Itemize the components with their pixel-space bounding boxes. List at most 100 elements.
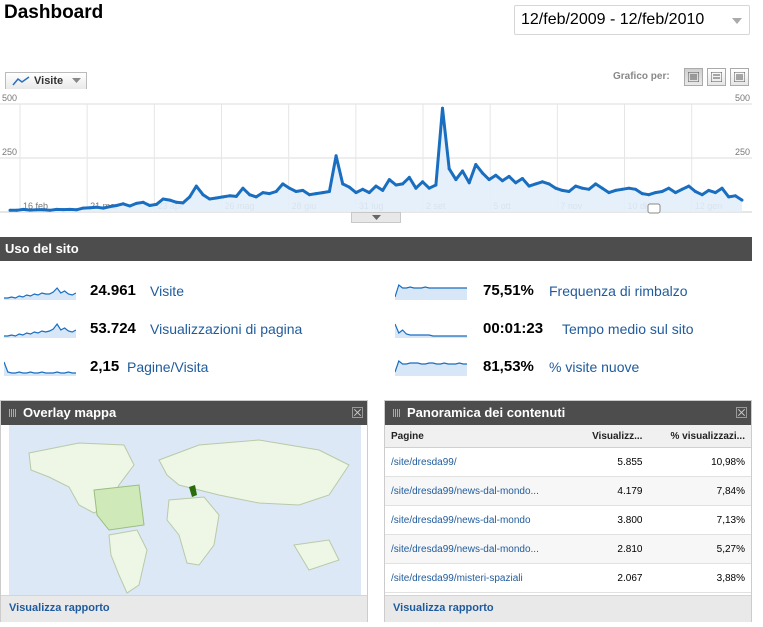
data-point[interactable] [474, 163, 478, 166]
data-point[interactable] [540, 180, 544, 184]
data-point[interactable] [221, 195, 225, 199]
data-point[interactable] [141, 200, 145, 204]
data-point[interactable] [381, 188, 385, 192]
data-point[interactable] [347, 185, 351, 189]
stat-label-link[interactable]: % visite nuove [549, 359, 640, 375]
data-point[interactable] [214, 196, 218, 200]
data-point[interactable] [261, 191, 265, 195]
cell-page[interactable]: /site/dresda99/news-dal-mondo [385, 505, 575, 535]
data-point[interactable] [314, 192, 318, 196]
close-icon[interactable] [352, 407, 363, 418]
data-point[interactable] [168, 198, 172, 202]
data-point[interactable] [367, 191, 371, 195]
world-map[interactable] [9, 425, 361, 595]
data-point[interactable] [560, 188, 564, 192]
table-row[interactable]: /site/dresda99/news-dal-mondo... 4.179 7,8… [385, 476, 751, 506]
data-point[interactable] [740, 198, 744, 202]
data-point[interactable] [587, 187, 591, 191]
data-point[interactable] [108, 205, 112, 209]
data-point[interactable] [607, 191, 611, 195]
graph-day-button[interactable] [684, 68, 703, 86]
data-point[interactable] [234, 194, 238, 198]
data-point[interactable] [201, 193, 205, 197]
stat-label-link[interactable]: Visite [150, 283, 184, 299]
data-point[interactable] [274, 190, 278, 193]
data-point[interactable] [527, 184, 531, 188]
data-point[interactable] [434, 183, 438, 187]
data-point[interactable] [421, 180, 425, 184]
data-point[interactable] [188, 195, 192, 199]
data-point[interactable] [341, 182, 345, 186]
data-point[interactable] [647, 193, 651, 197]
data-point[interactable] [733, 194, 737, 198]
data-point[interactable] [228, 194, 232, 198]
data-point[interactable] [361, 187, 365, 191]
data-point[interactable] [134, 201, 138, 205]
data-point[interactable] [81, 206, 85, 210]
stat-label-link[interactable]: Pagine/Visita [127, 359, 209, 375]
data-point[interactable] [387, 178, 391, 182]
data-point[interactable] [208, 197, 212, 201]
cell-page[interactable]: /site/dresda99/news-dal-mondo... [385, 534, 575, 564]
data-point[interactable] [174, 200, 178, 204]
data-point[interactable] [500, 179, 504, 183]
data-point[interactable] [414, 186, 418, 190]
data-point[interactable] [55, 207, 59, 211]
data-point[interactable] [520, 177, 524, 180]
cell-page[interactable]: /site/dresda99/news-dal-mondo... [385, 476, 575, 506]
view-report-link[interactable]: Visualizza rapporto [393, 602, 494, 614]
data-point[interactable] [88, 206, 92, 210]
data-point[interactable] [507, 174, 511, 178]
data-point[interactable] [547, 182, 551, 186]
data-point[interactable] [15, 208, 19, 212]
data-point[interactable] [161, 197, 165, 201]
data-point[interactable] [254, 195, 258, 199]
data-point[interactable] [594, 182, 598, 186]
data-point[interactable] [354, 191, 358, 195]
data-point[interactable] [454, 178, 458, 182]
data-point[interactable] [693, 190, 697, 193]
data-point[interactable] [461, 169, 464, 173]
data-point[interactable] [441, 106, 444, 110]
drag-handle-icon[interactable] [9, 409, 16, 417]
data-point[interactable] [41, 208, 45, 212]
data-point[interactable] [600, 186, 604, 190]
data-point[interactable] [294, 190, 298, 193]
data-point[interactable] [660, 190, 664, 193]
close-icon[interactable] [736, 407, 747, 418]
table-row[interactable]: /site/dresda99/5.855 10,98% [385, 447, 751, 477]
data-point[interactable] [614, 188, 618, 192]
table-row[interactable]: /site/dresda99/misteri-spaziali 2.067 3,88… [385, 563, 751, 593]
data-point[interactable] [554, 186, 558, 190]
stat-label-link[interactable]: Frequenza di rimbalzo [549, 283, 688, 299]
data-point[interactable] [301, 188, 305, 192]
chart-collapse-handle[interactable] [351, 212, 401, 223]
data-point[interactable] [713, 191, 717, 195]
data-point[interactable] [680, 187, 684, 191]
data-point[interactable] [288, 186, 291, 190]
data-point[interactable] [514, 181, 518, 185]
annotation-icon[interactable] [647, 203, 661, 214]
data-point[interactable] [374, 184, 378, 188]
table-row[interactable]: /site/dresda99/news-dal-mondo 3.800 7,13% [385, 505, 751, 535]
data-point[interactable] [627, 186, 631, 190]
data-point[interactable] [321, 191, 325, 195]
data-point[interactable] [620, 187, 624, 191]
data-point[interactable] [567, 190, 571, 193]
stat-label-link[interactable]: Tempo medio sul sito [562, 321, 694, 337]
data-point[interactable] [148, 204, 152, 207]
column-header-pct[interactable]: % visualizzazi... [648, 425, 751, 448]
data-point[interactable] [707, 188, 711, 192]
data-point[interactable] [68, 207, 72, 211]
data-point[interactable] [308, 193, 311, 197]
data-point[interactable] [75, 208, 78, 212]
data-point[interactable] [407, 175, 411, 179]
data-point[interactable] [181, 201, 185, 205]
data-point[interactable] [727, 195, 731, 199]
data-point[interactable] [115, 204, 118, 207]
cell-page[interactable]: /site/dresda99/ [385, 447, 575, 477]
graph-month-button[interactable] [730, 68, 749, 86]
data-point[interactable] [447, 167, 451, 171]
data-point[interactable] [95, 205, 98, 209]
